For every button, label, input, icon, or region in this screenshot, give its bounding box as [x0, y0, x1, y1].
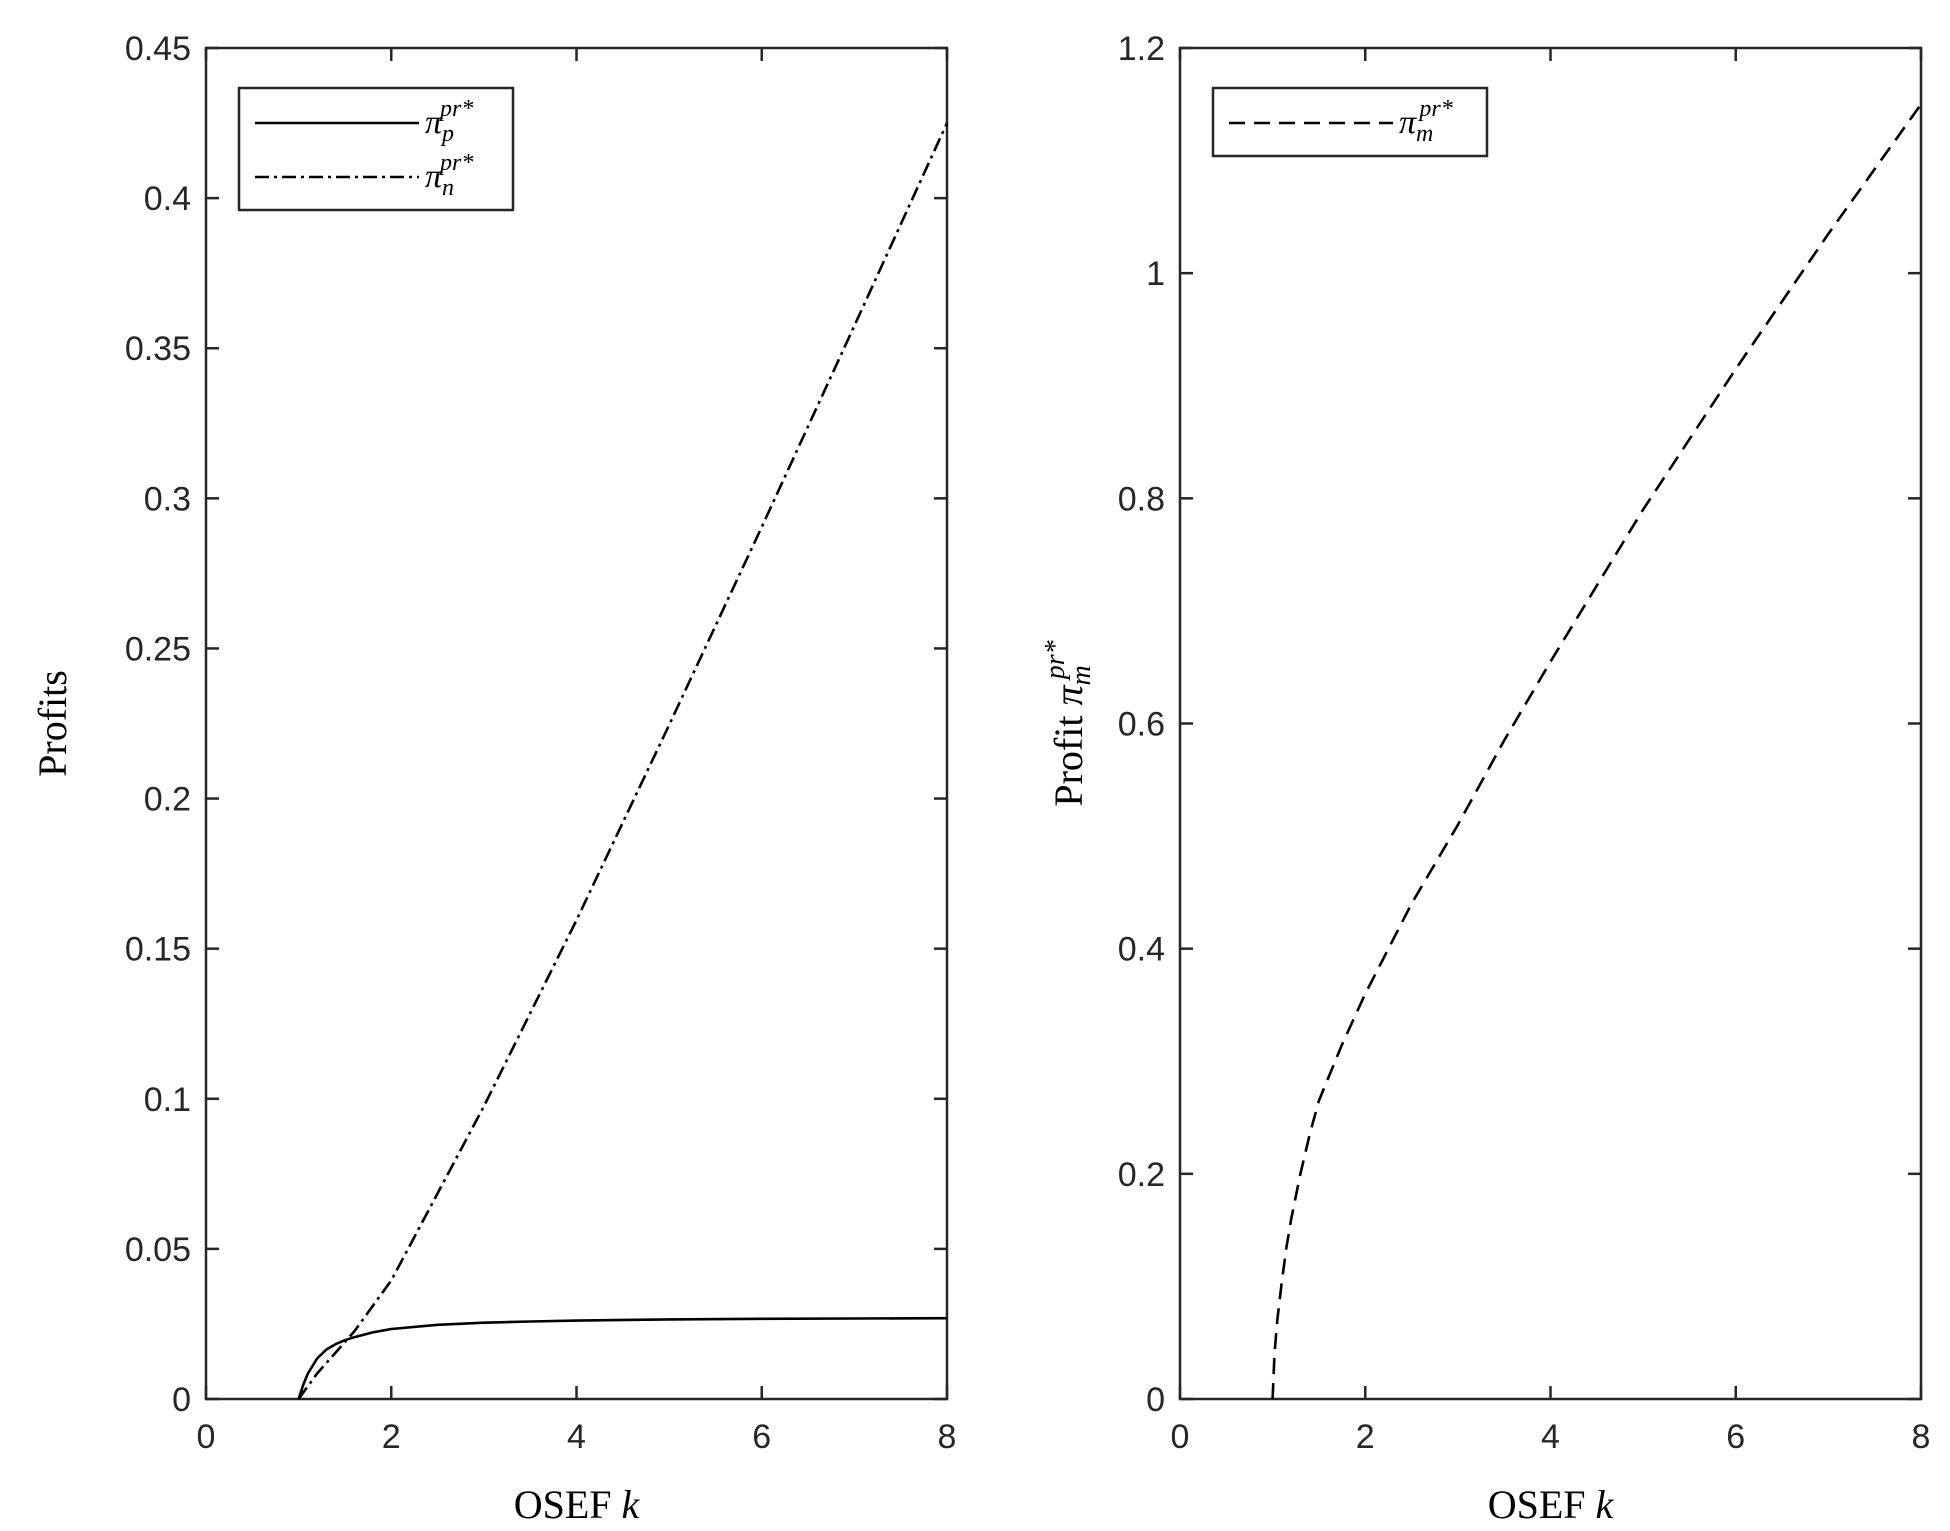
right-chart-panel: 0 2 4 6 8 0 0.2 0.4 0.6 0.8 1 1.2 OSEF k Profit πmpr*…: [1040, 30, 1930, 1527]
y-tick-label: 0.4: [144, 180, 191, 218]
y-tick-label: 0.4: [1118, 931, 1165, 969]
legend-box: [237, 86, 515, 212]
y-tick-label: 0.45: [125, 30, 191, 68]
y-tick-label: 0.05: [125, 1231, 191, 1269]
legend-entry-label: πnpr*: [425, 150, 473, 201]
x-tick-label: 2: [1356, 1418, 1375, 1456]
x-tick-label: 4: [1541, 1418, 1560, 1456]
x-tick-label: 0: [197, 1418, 216, 1456]
y-tick-label: 0.25: [125, 630, 191, 668]
legend: πmpr*: [1211, 86, 1489, 158]
y-tick-label: 0: [1146, 1381, 1165, 1419]
y-tick-label: 0.2: [1118, 1156, 1165, 1194]
y-tick-label: 0.8: [1118, 480, 1165, 518]
x-tick-label: 0: [1171, 1418, 1190, 1456]
series-line-n: [297, 122, 949, 1400]
x-tick-label: 8: [1912, 1418, 1931, 1456]
x-tick-label: 6: [1726, 1418, 1745, 1456]
y-tick-label: 0.15: [125, 931, 191, 969]
plot-area-frame: [1178, 46, 1923, 1401]
x-tick-label: 6: [752, 1418, 771, 1456]
legend: πppr*πnpr*: [237, 86, 515, 212]
x-axis-label: OSEF k: [1488, 1482, 1615, 1527]
x-tick-label: 8: [938, 1418, 957, 1456]
plot-area-frame: [204, 46, 949, 1401]
y-tick-label: 0.35: [125, 330, 191, 368]
x-axis-label: OSEF k: [514, 1482, 641, 1527]
y-axis-label: Profit πmpr*: [1040, 640, 1097, 806]
y-tick-label: 1: [1146, 255, 1165, 293]
y-tick-label: 0.6: [1118, 706, 1165, 744]
y-axis-label: Profits: [30, 670, 75, 777]
legend-entry-label: πmpr*: [1399, 96, 1453, 147]
series-line-p: [297, 1316, 948, 1400]
left-chart-panel: 0 2 4 6 8 0 0.05 0.1 0.15 0.2 0.25 0.3 0.35 0.4 0.45 OS…: [30, 30, 956, 1527]
legend-entry-label: πppr*: [425, 96, 473, 147]
x-tick-label: 4: [567, 1418, 586, 1456]
y-tick-label: 0.2: [144, 781, 191, 819]
series-line-m: [1271, 103, 1923, 1400]
y-tick-label: 1.2: [1118, 30, 1165, 68]
y-tick-label: 0.1: [144, 1081, 191, 1119]
y-tick-label: 0: [172, 1381, 191, 1419]
y-tick-label: 0.3: [144, 480, 191, 518]
x-tick-label: 2: [382, 1418, 401, 1456]
